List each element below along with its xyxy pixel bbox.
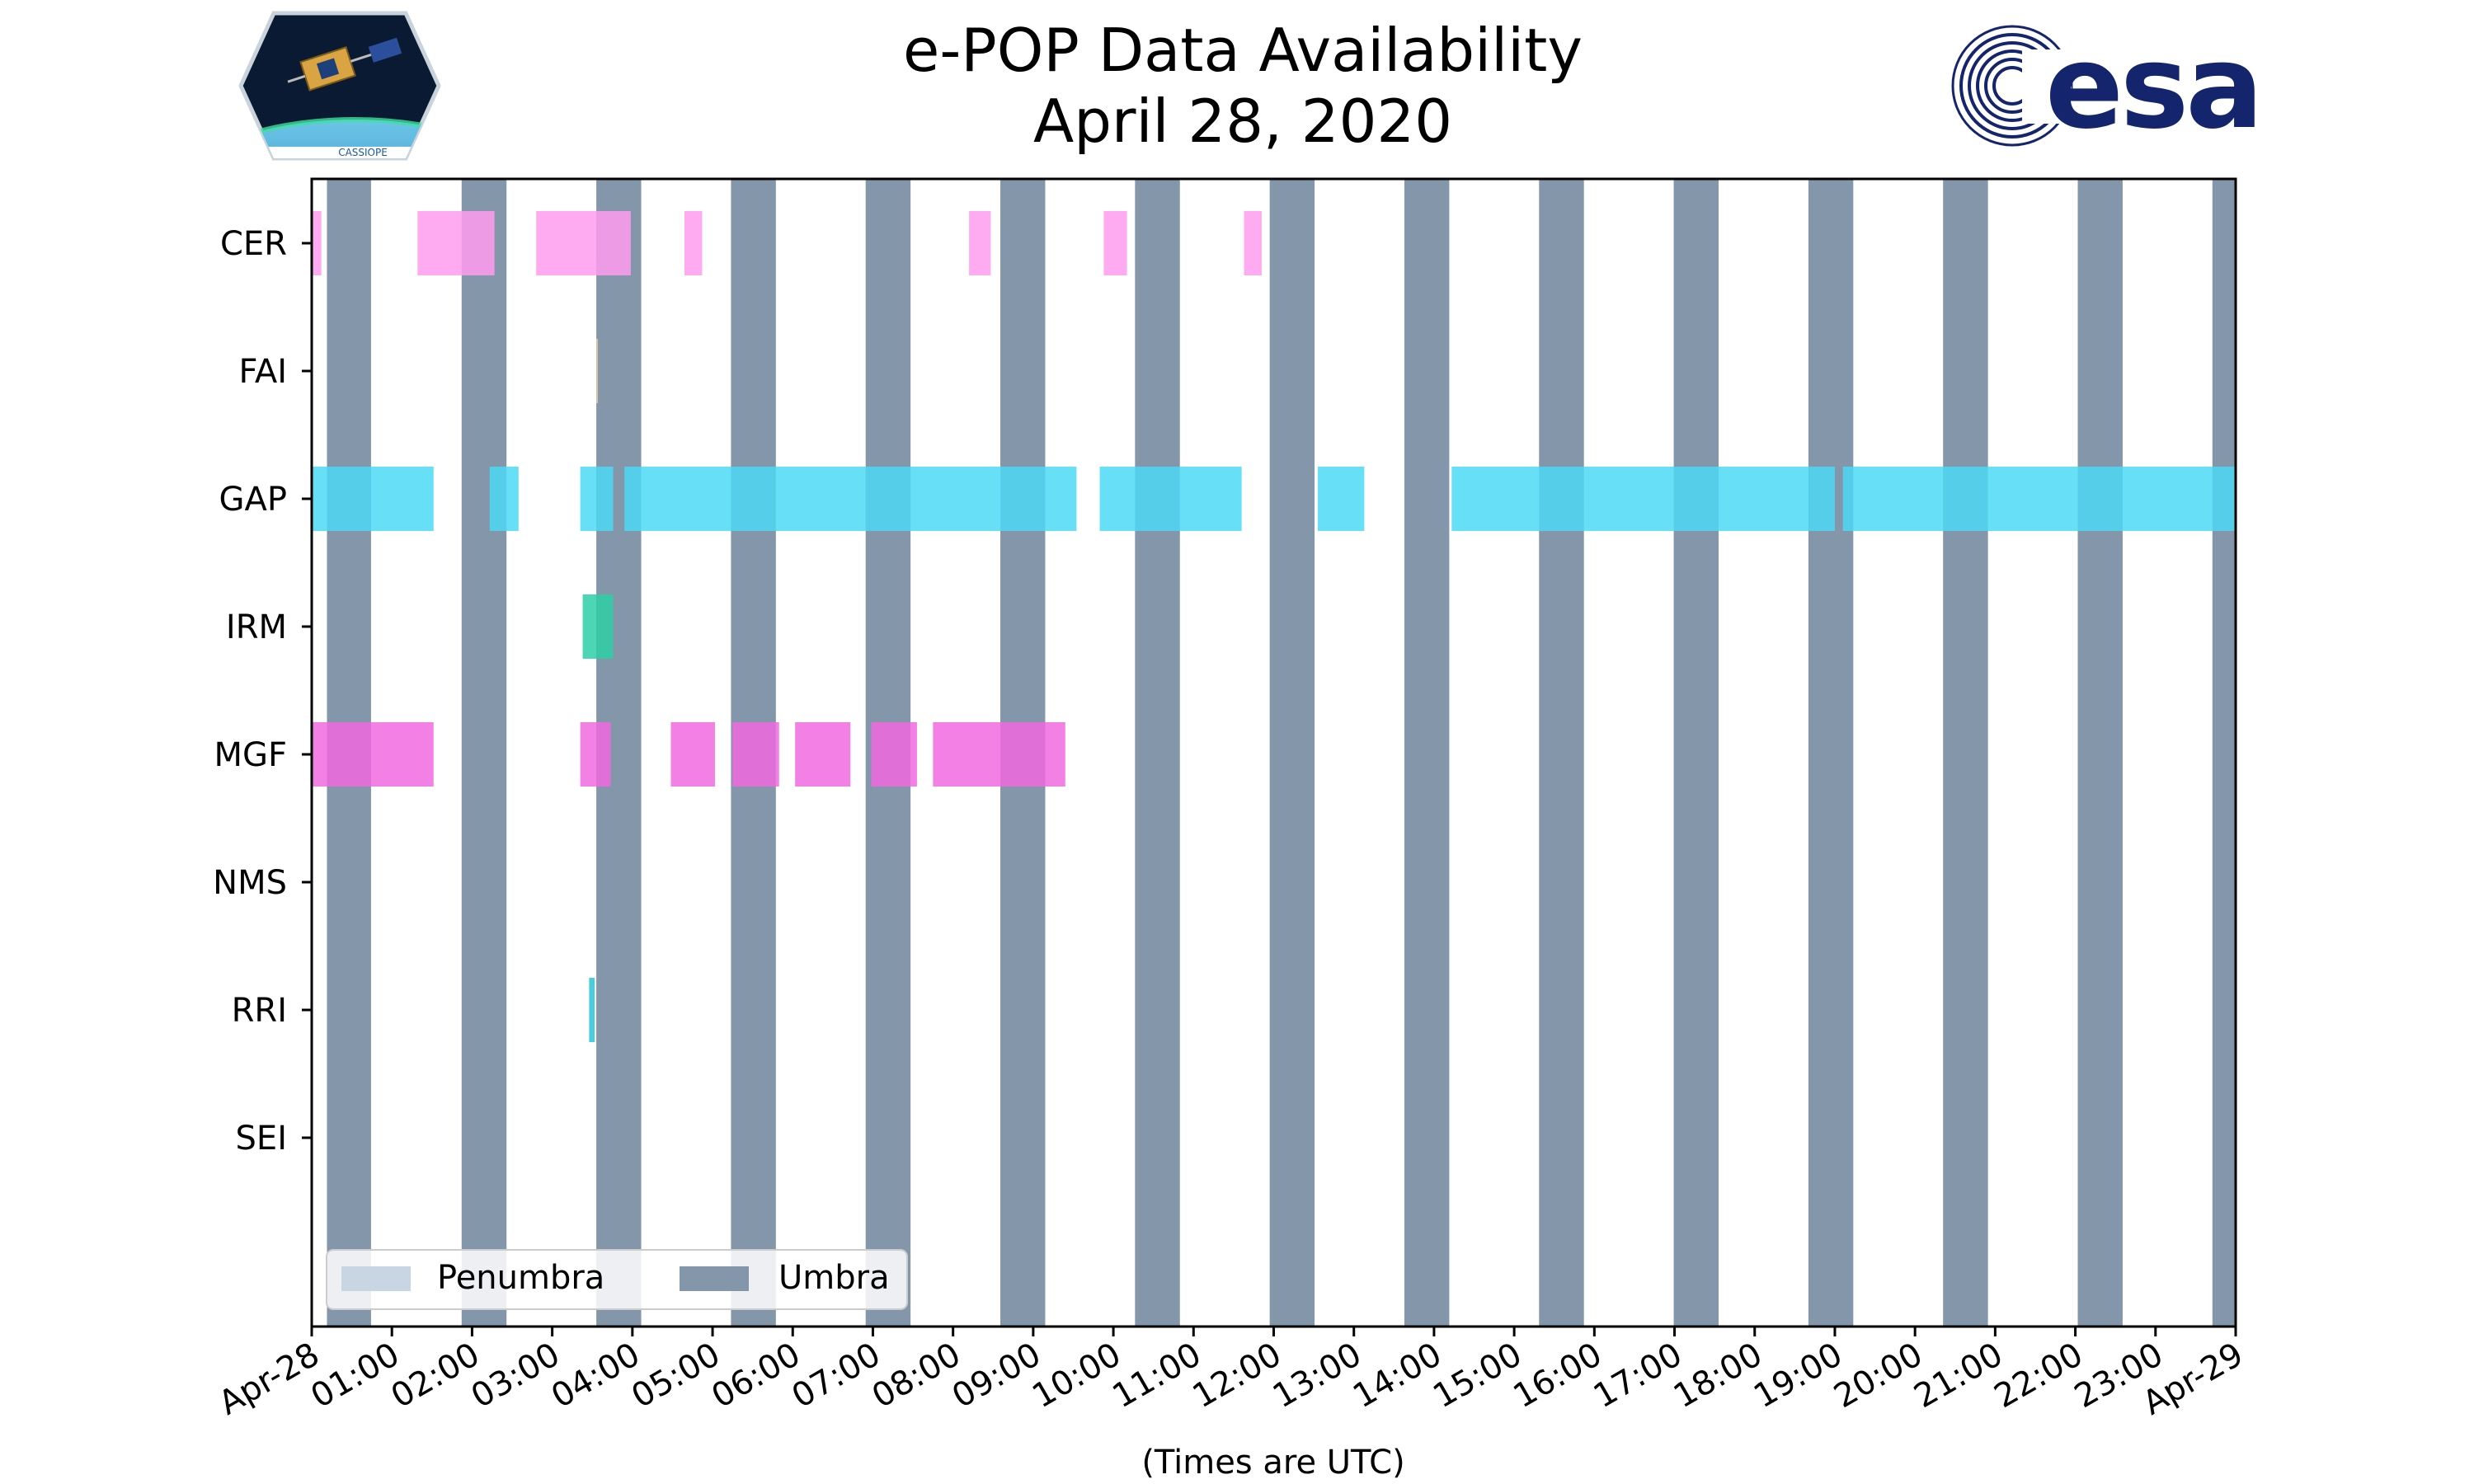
bar-mgf-2 [580, 722, 611, 787]
chart-subtitle: April 28, 2020 [1033, 87, 1452, 156]
x-tick-label-13: 13:00 [1267, 1336, 1368, 1416]
x-tick-label-15: 15:00 [1427, 1336, 1528, 1416]
legend: Penumbra Umbra [326, 1249, 908, 1310]
x-tick-label-3: 03:00 [465, 1336, 567, 1416]
bar-gap-8 [1842, 467, 2236, 531]
bar-gap-1 [312, 467, 434, 531]
x-tick-label-16: 16:00 [1507, 1336, 1608, 1416]
bar-cer-2 [417, 211, 495, 275]
x-tick-label-5: 05:00 [625, 1336, 727, 1416]
bar-cer-5 [969, 211, 991, 275]
y-tick-label-rri: RRI [232, 992, 287, 1030]
bar-irm-1 [582, 594, 614, 659]
bar-mgf-5 [795, 722, 851, 787]
cassiope-caption: CASSIOPE [338, 147, 388, 158]
umbra-band-8 [1269, 179, 1315, 1327]
x-tick-label-6: 06:00 [705, 1336, 807, 1416]
x-axis: Apr-2801:0002:0003:0004:0005:0006:0007:0… [213, 1327, 2250, 1423]
bar-gap-3 [580, 467, 614, 531]
x-tick-label-0: Apr-28 [213, 1336, 326, 1423]
x-tick-label-2: 02:00 [385, 1336, 487, 1416]
bar-gap-7 [1451, 467, 1835, 531]
umbra-band-11 [1673, 179, 1719, 1327]
bar-cer-7 [1244, 211, 1262, 275]
bar-mgf-1 [312, 722, 434, 787]
x-tick-label-9: 09:00 [946, 1336, 1047, 1416]
y-tick-label-cer: CER [220, 225, 287, 263]
y-tick-label-nms: NMS [213, 864, 287, 902]
x-tick-label-22: 22:00 [1988, 1336, 2090, 1416]
bar-cer-1 [312, 211, 322, 275]
bar-mgf-6 [871, 722, 917, 787]
plot-area: CER FAI GAP IRM MGF NMS RRI SEI Apr-2801:0002:0… [213, 177, 2250, 1423]
y-tick-label-gap: GAP [219, 481, 287, 519]
legend-swatch-penumbra [341, 1266, 411, 1291]
esa-logo: esa [1951, 21, 2264, 155]
x-tick-label-10: 10:00 [1026, 1336, 1127, 1416]
bar-mgf-4 [732, 722, 779, 787]
x-tick-label-21: 21:00 [1908, 1336, 2010, 1416]
umbra-band-14 [2077, 179, 2123, 1327]
esa-emblem-icon [1951, 25, 2073, 147]
legend-swatch-umbra [680, 1266, 749, 1291]
umbra-band-7 [1135, 179, 1180, 1327]
umbra-band-13 [1943, 179, 1988, 1327]
cassiope-logo: CASSIOPE [238, 11, 441, 161]
bar-fai-1 [596, 339, 599, 403]
legend-label-penumbra: Penumbra [437, 1259, 604, 1297]
umbra-band-2 [461, 179, 507, 1327]
x-tick-label-19: 19:00 [1747, 1336, 1849, 1416]
umbra-band-9 [1404, 179, 1450, 1327]
y-tick-label-mgf: MGF [214, 736, 287, 774]
satellite-icon [287, 37, 402, 92]
y-tick-label-fai: FAI [239, 353, 288, 391]
bar-cer-6 [1103, 211, 1127, 275]
bar-cer-4 [684, 211, 703, 275]
bar-mgf-3 [670, 722, 715, 787]
y-tick-label-sei: SEI [236, 1120, 287, 1158]
bar-gap-5 [1099, 467, 1242, 531]
y-axis: CER FAI GAP IRM MGF NMS RRI SEI [213, 225, 312, 1158]
umbra-band-15 [2212, 179, 2236, 1327]
umbra-band-10 [1539, 179, 1584, 1327]
x-tick-label-11: 11:00 [1106, 1336, 1207, 1416]
x-axis-label: (Times are UTC) [1141, 1444, 1404, 1482]
x-tick-label-17: 17:00 [1587, 1336, 1689, 1416]
x-tick-label-4: 04:00 [545, 1336, 647, 1416]
bar-gap-2 [489, 467, 519, 531]
bar-cer-3 [536, 211, 631, 275]
bar-rri-1 [589, 978, 595, 1042]
x-tick-label-14: 14:00 [1347, 1336, 1448, 1416]
umbra-layer [327, 179, 2236, 1327]
bar-mgf-7 [933, 722, 1065, 787]
umbra-band-12 [1808, 179, 1854, 1327]
x-tick-label-1: 01:00 [304, 1336, 406, 1416]
bar-gap-4 [624, 467, 1077, 531]
x-tick-label-20: 20:00 [1827, 1336, 1929, 1416]
x-tick-label-12: 12:00 [1187, 1336, 1288, 1416]
legend-label-umbra: Umbra [778, 1259, 890, 1297]
chart-title: e-POP Data Availability [903, 16, 1583, 85]
x-tick-label-18: 18:00 [1667, 1336, 1769, 1416]
bar-gap-6 [1317, 467, 1365, 531]
availability-bars [312, 211, 2236, 1042]
x-tick-label-7: 07:00 [786, 1336, 887, 1416]
y-tick-label-irm: IRM [226, 608, 287, 646]
x-tick-label-8: 08:00 [866, 1336, 967, 1416]
esa-wordmark: esa [2045, 21, 2260, 155]
